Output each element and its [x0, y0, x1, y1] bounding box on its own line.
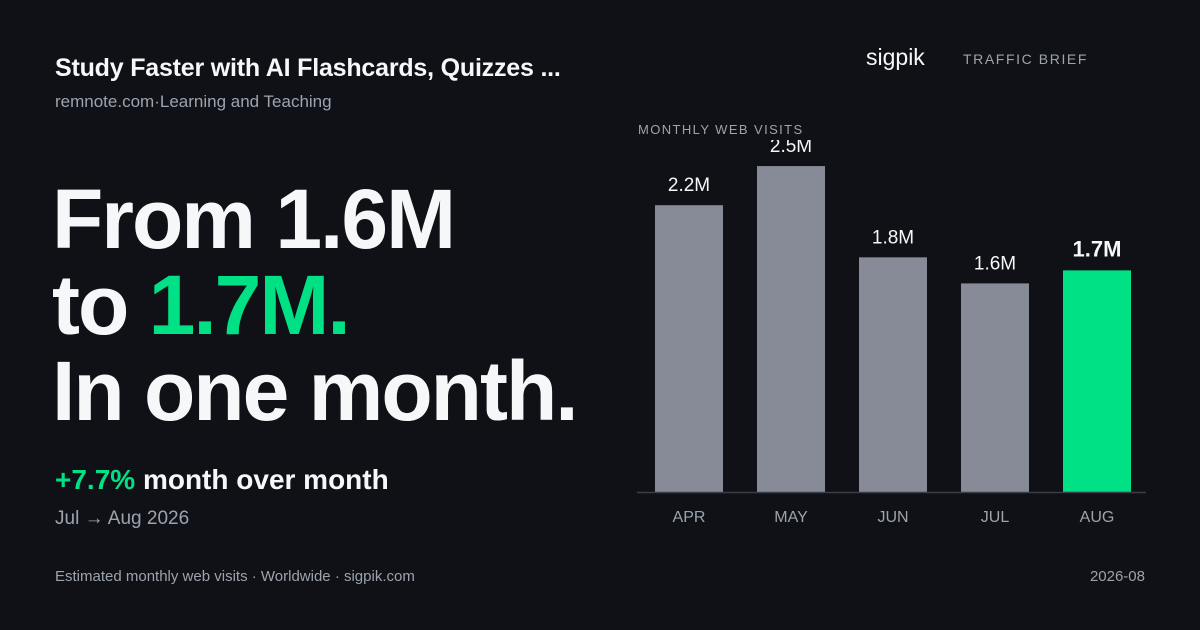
- bar-apr: [655, 205, 723, 492]
- bar-may: [757, 166, 825, 492]
- headline-line-2: to 1.7M.: [52, 262, 577, 348]
- bar-jul: [961, 283, 1029, 492]
- period-range: Jul → Aug 2026: [55, 508, 190, 529]
- headline: From 1.6M to 1.7M. In one month.: [52, 172, 579, 438]
- x-tick-label: AUG: [1080, 509, 1115, 526]
- site-domain: remnote.com: [55, 92, 155, 111]
- bar-aug: [1063, 270, 1131, 492]
- site-subtitle: remnote.com·Learning and Teaching: [55, 92, 332, 112]
- headline-line-3: In one month.: [52, 344, 579, 438]
- site-category: Learning and Teaching: [159, 92, 332, 111]
- headline-accent-value: 1.7M.: [148, 258, 351, 352]
- bar-value-label: 2.2M: [668, 175, 710, 196]
- x-tick-label: JUL: [981, 509, 1010, 526]
- page-title: Study Faster with AI Flashcards, Quizzes…: [55, 54, 561, 82]
- footer-source: Estimated monthly web visits · Worldwide…: [55, 568, 415, 585]
- bar-value-label: 1.8M: [872, 227, 914, 248]
- bar-value-label: 1.6M: [974, 253, 1016, 274]
- bar-value-label: 1.7M: [1073, 236, 1122, 261]
- headline-line-1: From 1.6M: [52, 172, 456, 266]
- change-value: +7.7%: [55, 464, 136, 495]
- headline-line-2-prefix: to: [52, 258, 149, 352]
- bar-jun: [859, 257, 927, 492]
- brand-logo: sigpik: [866, 44, 925, 70]
- bar-value-label: 2.5M: [770, 140, 812, 157]
- x-tick-label: JUN: [877, 509, 908, 526]
- footer-date: 2026-08: [1089, 568, 1145, 585]
- change-summary: +7.7% month over month: [55, 464, 389, 496]
- chart-title: MONTHLY WEB VISITS: [638, 122, 804, 137]
- x-tick-label: MAY: [774, 509, 808, 526]
- subtitle-separator: ·: [154, 92, 160, 111]
- change-label: month over month: [135, 464, 389, 495]
- x-tick-label: APR: [673, 509, 706, 526]
- brand-tag: TRAFFIC BRIEF: [963, 51, 1089, 67]
- bar-chart: 2.2M APR 2.5M MAY 1.8M JUN 1.6M JUL 1.7M AUG: [637, 140, 1146, 526]
